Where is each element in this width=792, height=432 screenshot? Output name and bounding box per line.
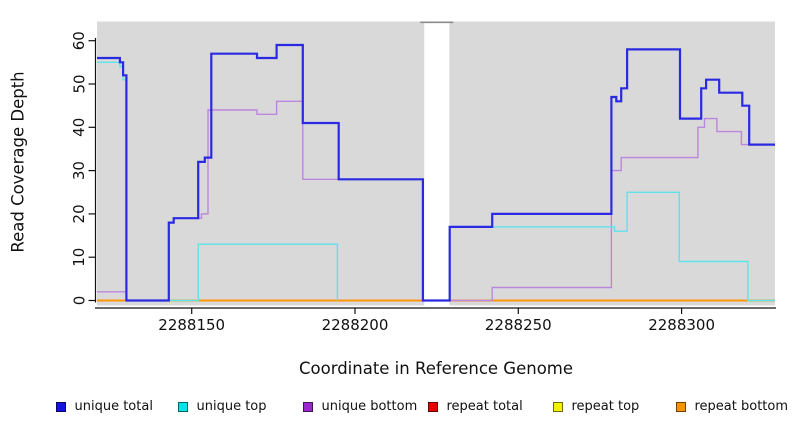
legend-swatch-icon — [56, 402, 66, 412]
legend-item-unique-top: unique top — [178, 400, 267, 414]
x-tick-label: 2288250 — [485, 316, 552, 334]
legend-label: repeat total — [446, 399, 523, 414]
legend-item-repeat-total: repeat total — [428, 400, 523, 414]
y-tick-label: 20 — [70, 204, 88, 223]
data-gap-band — [424, 21, 450, 306]
series-line-unique-total — [97, 43, 775, 302]
legend-label: unique total — [74, 399, 153, 414]
legend-label: repeat top — [571, 399, 640, 414]
y-tick-label: 50 — [70, 74, 88, 93]
legend-label: unique top — [196, 399, 267, 414]
y-tick-label: 10 — [70, 248, 88, 267]
legend-label: repeat bottom — [694, 399, 789, 414]
legend-swatch-icon — [428, 402, 438, 412]
y-axis-title: Read Coverage Depth — [8, 71, 28, 253]
x-tick-label: 2288150 — [158, 316, 225, 334]
legend-label: unique bottom — [321, 399, 418, 414]
legend-item-repeat-bottom: repeat bottom — [676, 400, 788, 414]
legend-item-repeat-top: repeat top — [553, 400, 639, 414]
series-line-unique-bottom — [449, 117, 775, 302]
legend-swatch-icon — [676, 402, 686, 412]
y-tick-label: 30 — [70, 161, 88, 180]
legend-item-unique-total: unique total — [56, 400, 153, 414]
x-axis-title: Coordinate in Reference Genome — [298, 359, 574, 378]
chart-legend: unique total unique top unique bottom repea… — [0, 400, 792, 420]
series-line-unique-top — [449, 191, 775, 302]
legend-swatch-icon — [178, 402, 188, 412]
y-tick-label: 40 — [70, 118, 88, 137]
x-tick-label: 2288200 — [322, 316, 389, 334]
legend-swatch-icon — [553, 402, 563, 412]
x-tick-label: 2288300 — [648, 316, 715, 334]
legend-item-unique-bottom: unique bottom — [303, 400, 417, 414]
legend-swatch-icon — [303, 402, 313, 412]
y-tick-label: 0 — [70, 296, 88, 306]
y-tick-label: 60 — [70, 31, 88, 50]
